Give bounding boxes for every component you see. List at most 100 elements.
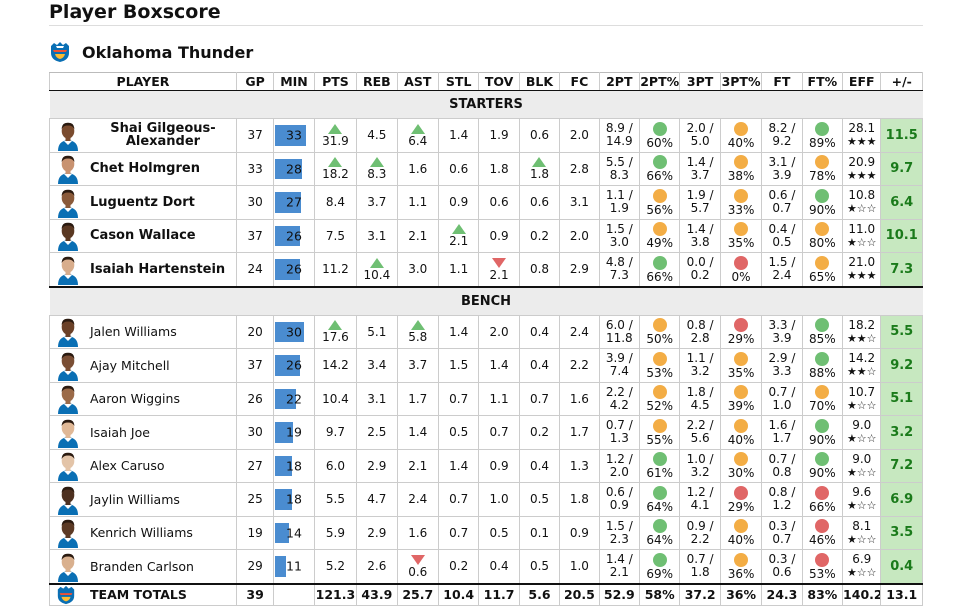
column-header[interactable]: FC — [559, 72, 600, 91]
stat-cell-tov: 2.1 — [478, 252, 520, 287]
column-header[interactable]: 2PT% — [638, 72, 681, 91]
stat-value: 0.4 — [489, 559, 509, 574]
eff-value: 6.9 — [852, 552, 872, 567]
player-headshot-icon — [58, 223, 78, 252]
eff-stars-icon: ★★☆ — [846, 365, 877, 379]
stat-cell-blk: 0.6 — [518, 185, 561, 220]
shots-cell: 0.6 / 0.7 — [761, 185, 803, 220]
column-header[interactable]: 2PT — [598, 72, 641, 91]
plus-minus-value: 0.4 — [890, 558, 914, 574]
stat-cell-ast: 2.1 — [396, 448, 439, 483]
rating-dot-icon — [815, 552, 830, 567]
eff-stars-icon: ★☆☆ — [846, 235, 877, 249]
stat-value: 0.6 — [529, 128, 550, 143]
player-row[interactable]: Aaron Wiggins 26 22 10.4 3.1 1.7 0.7 1.1 0.7 1.6 2… — [49, 381, 923, 416]
stat-value: 6.0 — [325, 458, 345, 473]
column-header[interactable]: PLAYER — [49, 72, 237, 91]
player-avatar — [54, 153, 82, 185]
stat-value: 5.1 — [367, 324, 387, 339]
player-row[interactable]: Ajay Mitchell 37 26 14.2 3.4 3.7 1.5 1.4 0.4 2.2 3… — [49, 348, 923, 383]
column-header[interactable]: 3PT — [679, 72, 721, 91]
player-row[interactable]: Cason Wallace 37 26 7.5 3.1 2.1 2.1 0.9 0.2 2.0 1.… — [49, 218, 923, 253]
column-header[interactable]: STL — [437, 72, 480, 91]
column-header[interactable]: +/- — [880, 72, 923, 91]
player-cell: Jalen Williams — [49, 314, 237, 349]
gp-cell: 37 — [235, 118, 275, 153]
column-header[interactable]: PTS — [313, 72, 358, 91]
stat-value: 1.9 — [489, 128, 509, 143]
pct-cell: 33% — [719, 185, 763, 220]
eff-cell: 18.2 ★★☆ — [842, 314, 882, 349]
pct-value: 29% — [727, 332, 755, 347]
column-header[interactable]: AST — [396, 72, 439, 91]
stat-cell-reb: 5.1 — [356, 314, 398, 349]
rating-dot-icon — [815, 255, 830, 270]
eff-value: 8.1 — [852, 518, 872, 533]
pct-cell: 90% — [801, 185, 844, 220]
player-headshot-icon — [58, 319, 78, 348]
column-header[interactable]: EFF — [842, 72, 882, 91]
stat-cell-stl: 1.5 — [437, 348, 480, 383]
pct-value: 70% — [809, 399, 836, 414]
trend-up-icon — [328, 320, 343, 331]
player-row[interactable]: Shai Gilgeous-Alexander 37 33 31.9 4.5 6.4 1.4… — [49, 118, 923, 153]
column-header[interactable]: GP — [235, 72, 275, 91]
shots-cell: 1.5 / 2.3 — [598, 515, 641, 550]
pct-cell: 65% — [801, 252, 844, 287]
trend-up-icon — [410, 320, 425, 331]
thunder-logo-icon — [51, 42, 69, 62]
player-row[interactable]: Jaylin Williams 25 18 5.5 4.7 2.4 0.7 1.0 0.5 1.8… — [49, 482, 923, 517]
player-row[interactable]: Isaiah Hartenstein 24 26 11.2 10.4 3.0 1.1 2.1 0… — [49, 252, 923, 287]
pct-value: 40% — [727, 533, 755, 548]
column-header[interactable]: FT% — [801, 72, 844, 91]
fc-cell: 1.8 — [559, 482, 600, 517]
stat-value: 1.4 — [408, 425, 428, 440]
stat-cell-reb: 3.4 — [356, 348, 398, 383]
pct-cell: 60% — [638, 118, 681, 153]
stat-value: 0.4 — [529, 458, 550, 473]
player-row[interactable]: Isaiah Joe 30 19 9.7 2.5 1.4 0.5 0.7 0.2 1.7 0.7 /… — [49, 415, 923, 450]
column-header[interactable]: REB — [356, 72, 398, 91]
column-header[interactable]: TOV — [478, 72, 520, 91]
player-name: Kenrich Williams — [90, 525, 193, 541]
totals-value: 43.9 — [361, 587, 393, 602]
rating-dot-icon — [815, 485, 830, 500]
player-row[interactable]: Luguentz Dort 30 27 8.4 3.7 1.1 0.9 0.6 0.6 3.1 1.… — [49, 185, 923, 220]
player-row[interactable]: Branden Carlson 29 11 5.2 2.6 0.6 0.2 0.4 0.5 1.0… — [49, 549, 923, 584]
stat-value: 2.1 — [408, 228, 428, 243]
column-header[interactable]: FT — [761, 72, 803, 91]
player-cell: Aaron Wiggins — [49, 381, 237, 416]
trend-down-icon — [410, 554, 425, 565]
column-header[interactable]: BLK — [518, 72, 561, 91]
player-headshot-icon — [58, 189, 78, 218]
player-row[interactable]: Chet Holmgren 33 28 18.2 8.3 1.6 0.6 1.8 1.8 2.8 5… — [49, 151, 923, 186]
pct-value: 78% — [809, 169, 836, 184]
shots-cell: 0.0 / 0.2 — [679, 252, 721, 287]
gp-value: 26 — [247, 391, 263, 406]
eff-stars-icon: ★★★ — [846, 168, 877, 182]
shots-made-attempted: 0.3 / 0.6 — [768, 552, 796, 580]
stat-value: 1.7 — [408, 391, 428, 406]
minutes-bar — [275, 556, 286, 577]
team-name: Oklahoma Thunder — [82, 42, 254, 62]
shots-made-attempted: 2.0 / 5.0 — [686, 121, 714, 149]
stat-value: 2.1 — [449, 234, 469, 249]
column-header[interactable]: 3PT% — [719, 72, 763, 91]
player-row[interactable]: Kenrich Williams 19 14 5.9 2.9 1.6 0.7 0.5 0.1 0.… — [49, 515, 923, 550]
shots-cell: 2.9 / 3.3 — [761, 348, 803, 383]
player-row[interactable]: Jalen Williams 20 30 17.6 5.1 5.8 1.4 2.0 0.4 2.4… — [49, 314, 923, 349]
player-row[interactable]: Alex Caruso 27 18 6.0 2.9 2.1 1.4 0.9 0.4 1.3 1.2 … — [49, 448, 923, 483]
stat-cell-ast: 5.8 — [396, 314, 439, 349]
stat-value: 1.8 — [489, 161, 509, 176]
pct-cell: 35% — [719, 218, 763, 253]
trend-up-icon — [328, 123, 343, 134]
gp-value: 30 — [247, 195, 263, 210]
column-header[interactable]: MIN — [273, 72, 315, 91]
rating-dot-icon — [652, 452, 667, 467]
stat-cell-tov: 1.9 — [478, 118, 520, 153]
pct-value: 64% — [646, 499, 674, 514]
gp-cell: 29 — [235, 549, 275, 584]
plus-minus-cell: 7.3 — [880, 252, 923, 287]
stat-value: 1.1 — [489, 391, 509, 406]
stat-value: 0.9 — [449, 195, 469, 210]
